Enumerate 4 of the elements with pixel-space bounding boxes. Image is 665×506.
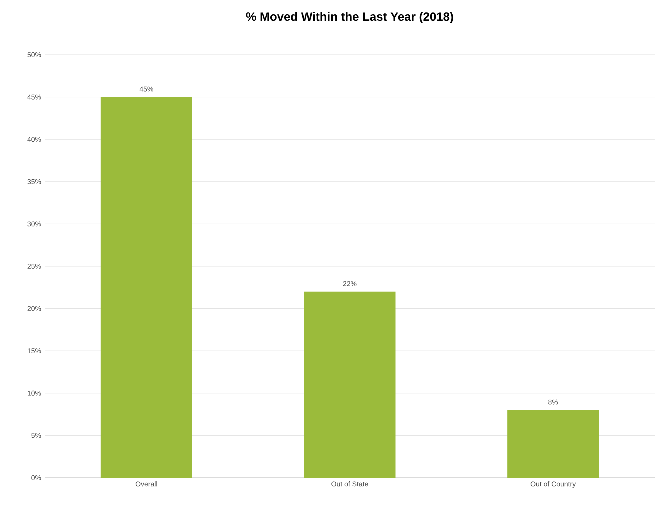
bar — [100, 97, 192, 478]
chart-title: % Moved Within the Last Year (2018) — [246, 12, 454, 24]
bar — [508, 410, 600, 478]
bar — [304, 292, 396, 478]
